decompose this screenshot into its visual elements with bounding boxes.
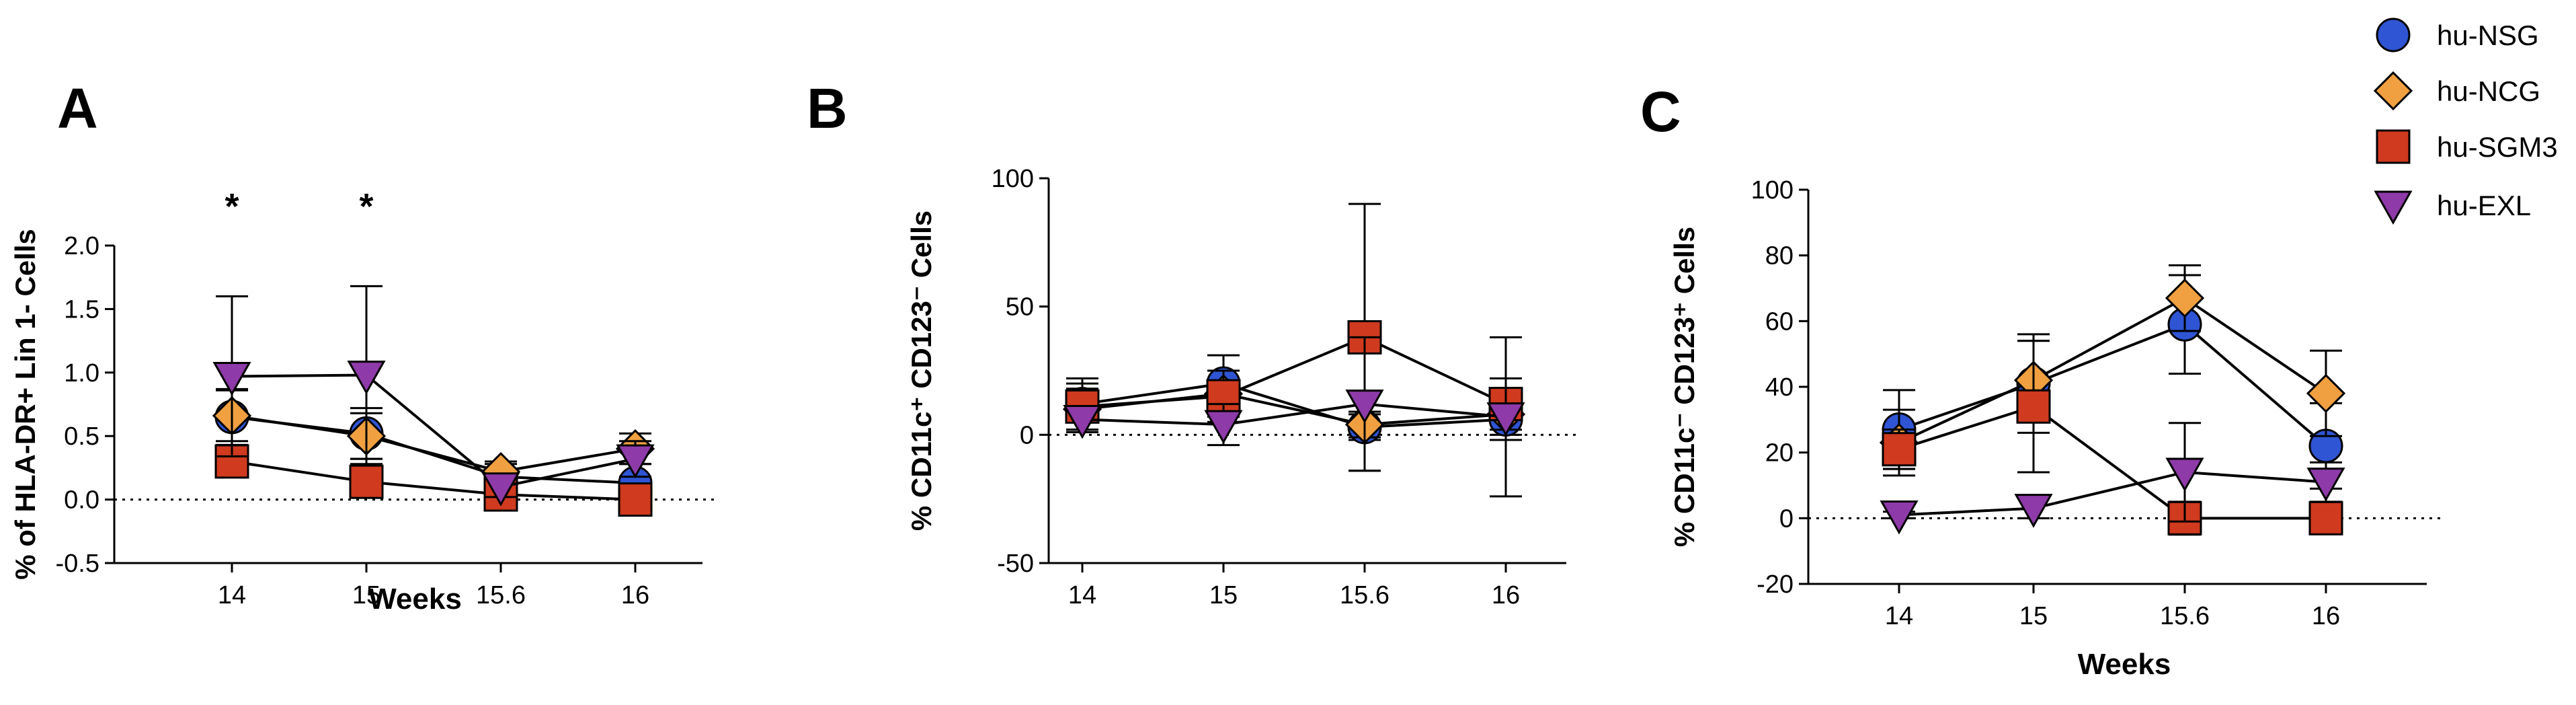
- y-tick-label: 2.0: [64, 232, 99, 260]
- data-point-hu-exl: [347, 361, 386, 395]
- data-point-hu-exl: [1204, 410, 1243, 445]
- series-hu-exl: [1063, 336, 1525, 498]
- series-hu-exl: [212, 285, 655, 507]
- y-tick-label: 1.0: [64, 359, 99, 387]
- x-tick-label: 15.6: [2160, 602, 2210, 630]
- series-line: [231, 415, 636, 485]
- x-tick-label: 16: [2312, 602, 2340, 630]
- y-tick-label: 0: [1020, 421, 1034, 449]
- data-point-hu-exl: [481, 472, 520, 507]
- data-point-hu-exl: [212, 361, 251, 396]
- series-line: [231, 459, 636, 501]
- y-tick-label: -0.5: [56, 550, 99, 578]
- x-tick-label: 15: [2019, 602, 2048, 630]
- panel-label: A: [57, 77, 98, 140]
- y-tick-label: 0.5: [64, 422, 99, 451]
- x-tick-label: 15.6: [476, 581, 526, 609]
- data-point-hu-sgm3: [2308, 500, 2343, 535]
- data-point-hu-sgm3: [2016, 389, 2051, 424]
- legend: hu-NSG hu-NCG hu-SGM3 hu-EXL: [2373, 17, 2558, 225]
- data-point-hu-ncg: [2165, 279, 2205, 318]
- x-tick-label: 15: [1209, 581, 1238, 609]
- series-hu-sgm3: [1882, 340, 2343, 536]
- data-point-hu-exl: [1880, 500, 1919, 535]
- x-tick-label: 16: [1492, 581, 1520, 609]
- y-tick-label: 0.0: [64, 486, 99, 515]
- y-tick-label: 100: [1751, 176, 1794, 205]
- series-hu-nsg: [1065, 354, 1523, 445]
- series-line: [1898, 470, 2327, 517]
- x-tick-label: 14: [218, 581, 246, 609]
- series-line: [1082, 336, 1506, 408]
- series-line: [1898, 322, 2327, 447]
- data-point-hu-exl: [2306, 468, 2345, 502]
- data-point-hu-exl: [1486, 402, 1525, 437]
- y-tick-label: 50: [1006, 293, 1034, 322]
- data-point-hu-ncg: [2306, 373, 2346, 413]
- legend-marker: [2376, 17, 2411, 52]
- data-point-hu-exl: [2165, 457, 2204, 492]
- x-tick-label: 16: [621, 581, 649, 609]
- data-point-hu-sgm3: [349, 464, 384, 499]
- y-tick-label: 1.5: [64, 295, 99, 324]
- x-axis-title: Weeks: [368, 583, 462, 616]
- series-hu-sgm3: [1065, 202, 1523, 472]
- data-point-hu-sgm3: [618, 482, 653, 517]
- y-tick-label: -20: [1757, 570, 1794, 599]
- legend-marker: [2373, 71, 2413, 111]
- series-line: [1082, 392, 1506, 426]
- data-point-hu-exl: [1063, 404, 1102, 439]
- legend-label: hu-NCG: [2437, 75, 2540, 107]
- legend-item-hu-nsg: hu-NSG: [2376, 17, 2539, 52]
- y-tick-label: 20: [1765, 439, 1794, 468]
- x-tick-label: 15.6: [1340, 581, 1390, 609]
- series-line: [231, 373, 636, 488]
- series-line: [1082, 402, 1506, 426]
- series-hu-nsg: [214, 387, 653, 503]
- legend-marker: [2374, 190, 2413, 225]
- y-axis-title: % CD11c⁻ CD123⁺ Cells: [1668, 227, 1700, 547]
- y-axis-title: % of HLA-DR+ Lin 1- Cells: [9, 229, 41, 580]
- series-hu-nsg: [1882, 274, 2343, 490]
- x-axis-title: Weeks: [2078, 648, 2171, 681]
- x-tick-label: 14: [1068, 581, 1096, 609]
- series-line: [1082, 382, 1506, 429]
- y-tick-label: 100: [992, 165, 1034, 193]
- panel-label: C: [1640, 80, 1681, 143]
- legend-item-hu-ncg: hu-NCG: [2373, 71, 2540, 111]
- y-tick-label: 40: [1765, 373, 1794, 402]
- legend-label: hu-EXL: [2437, 190, 2531, 221]
- y-tick-label: -50: [997, 550, 1034, 578]
- significance-star: *: [225, 186, 239, 227]
- legend-marker: [2376, 129, 2411, 164]
- legend-item-hu-sgm3: hu-SGM3: [2376, 129, 2558, 164]
- y-tick-label: 60: [1765, 307, 1794, 336]
- significance-star: *: [359, 186, 373, 227]
- x-tick-label: 14: [1885, 602, 1913, 630]
- legend-label: hu-SGM3: [2437, 131, 2558, 163]
- chart-panel-c: C -20 0 20 40 60 80 100 14 15 15.6 16 Weeks % CD11c⁻ …: [1640, 80, 2440, 681]
- legend-label: hu-NSG: [2437, 20, 2539, 51]
- series-line: [1898, 296, 2327, 444]
- y-tick-label: 80: [1765, 242, 1794, 270]
- data-point-hu-exl: [2014, 494, 2053, 528]
- data-point-hu-exl: [1345, 389, 1384, 424]
- x-tick-label: 15: [352, 581, 380, 609]
- series-line: [231, 414, 636, 474]
- panel-label: B: [807, 77, 848, 140]
- legend-item-hu-exl: hu-EXL: [2374, 190, 2531, 225]
- series-hu-exl: [1880, 422, 2345, 535]
- series-hu-ncg: [1879, 264, 2346, 477]
- data-point-hu-exl: [616, 444, 655, 479]
- y-axis-title: % CD11c⁺ CD123⁻ Cells: [905, 211, 937, 531]
- series-hu-ncg: [212, 389, 655, 492]
- chart-panel-a: A -0.5 0.0 0.5 1.0 1.5 2.0 14 15 15.6 16 Weeks % of …: [9, 77, 716, 616]
- chart-panel-b: B -50 0 50 100 14 15 15.6 16 % CD11c⁺ CD123⁻ Cell…: [807, 77, 1580, 609]
- y-tick-label: 0: [1779, 505, 1794, 533]
- series-line: [1898, 405, 2326, 520]
- data-point-hu-sgm3: [1882, 432, 1917, 467]
